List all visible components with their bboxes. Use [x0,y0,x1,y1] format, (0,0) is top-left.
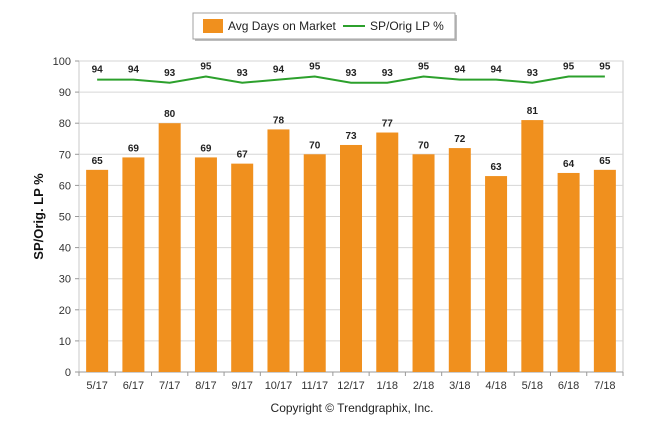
bar-data-label: 69 [128,143,140,154]
line-data-label: 94 [491,65,503,76]
bar-data-label: 73 [345,131,357,142]
bar-data-label: 77 [382,119,394,130]
legend-label-bar: Avg Days on Market [228,19,336,33]
line-data-label: 94 [273,65,285,76]
bar [231,163,254,372]
x-tick-label: 7/17 [159,380,180,392]
bar [557,172,580,372]
x-tick-label: 3/18 [449,380,470,392]
y-tick-label: 50 [59,212,71,224]
bar [122,157,145,372]
y-tick-label: 60 [59,180,71,192]
line-data-label: 93 [237,68,249,79]
bar [593,169,616,372]
x-tick-label: 12/17 [337,380,365,392]
bar [412,154,435,372]
bar-data-label: 78 [273,115,285,126]
line-data-label: 93 [164,68,176,79]
line-data-label: 95 [599,62,611,73]
y-tick-label: 30 [59,274,71,286]
bar-data-label: 80 [164,109,176,120]
y-tick-label: 20 [59,305,71,317]
bar-data-label: 67 [237,150,249,161]
bar [303,154,326,372]
bar-data-label: 70 [309,140,321,151]
line-data-label: 94 [128,65,140,76]
bar-data-label: 69 [200,143,212,154]
y-tick-label: 80 [59,118,71,130]
bar [485,176,508,372]
line-data-label: 95 [309,62,321,73]
bar [521,120,544,372]
x-tick-label: 1/18 [377,380,398,392]
bar [448,148,471,372]
y-tick-label: 0 [65,367,71,379]
x-tick-label: 5/18 [522,380,543,392]
x-tick-label: 7/18 [594,380,615,392]
bar [86,169,109,372]
x-tick-label: 10/17 [265,380,293,392]
x-tick-label: 2/18 [413,380,434,392]
y-tick-label: 90 [59,87,71,99]
y-tick-label: 70 [59,149,71,161]
legend-label-line: SP/Orig LP % [370,19,444,33]
x-tick-label: 8/17 [195,380,216,392]
x-tick-label: 6/18 [558,380,579,392]
y-tick-label: 40 [59,243,71,255]
bar-data-label: 64 [563,159,575,170]
bar [194,157,217,372]
bar-data-label: 81 [527,106,539,117]
bar-data-label: 70 [418,140,430,151]
line-data-label: 94 [454,65,466,76]
y-tick-label: 100 [53,56,71,68]
x-tick-label: 4/18 [485,380,506,392]
x-tick-label: 11/17 [301,380,328,392]
line-data-label: 94 [92,65,104,76]
bar-data-label: 72 [454,134,466,145]
line-data-label: 95 [563,62,575,73]
x-tick-label: 6/17 [123,380,144,392]
bar-data-label: 63 [491,162,503,173]
bar-data-label: 65 [92,156,104,167]
line-data-label: 93 [345,68,357,79]
y-axis-title: SP/Orig. LP % [31,173,46,260]
bar [376,132,399,372]
legend-swatch-bar [203,19,223,33]
x-tick-label: 5/17 [86,380,107,392]
copyright-credit: Copyright © Trendgraphix, Inc. [271,401,434,415]
bar [267,129,290,372]
line-series [97,75,605,84]
x-tick-label: 9/17 [231,380,252,392]
bar-data-label: 65 [599,156,611,167]
line-data-label: 93 [527,68,539,79]
legend-box [192,12,456,40]
line-data-label: 95 [418,62,430,73]
y-tick-label: 10 [59,336,71,348]
line-data-label: 93 [382,68,394,79]
bar [340,144,362,372]
line-data-label: 95 [200,62,212,73]
bar [158,123,181,372]
